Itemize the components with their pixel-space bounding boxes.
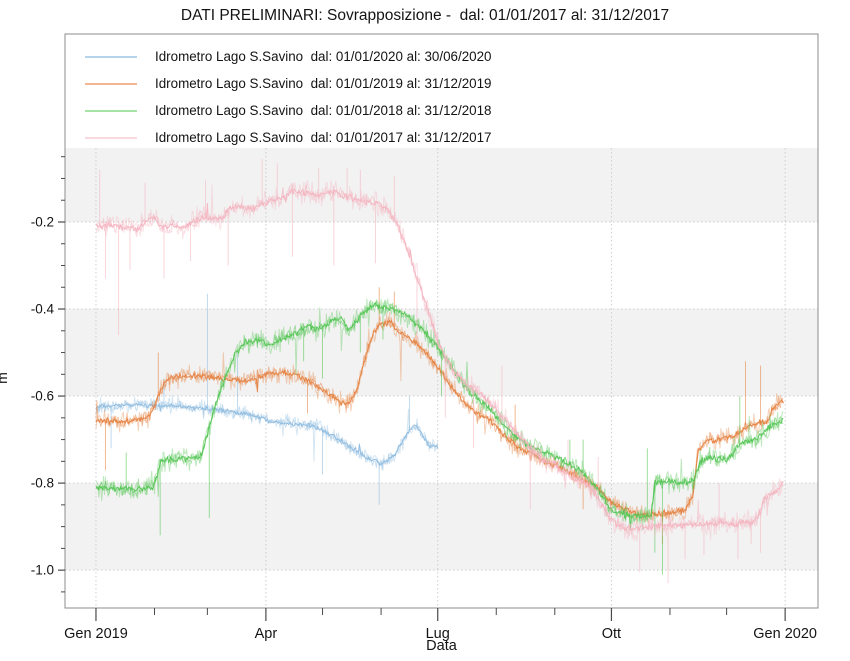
series-line [95,311,784,525]
series-line [95,179,784,542]
y-tick-label: -0.2 [31,214,54,229]
plot-band [65,148,818,222]
x-tick-label: Ott [602,626,621,642]
y-axis-title: m [0,372,10,384]
chart-title: DATI PRELIMINARI: Sovrapposizione - dal:… [180,7,670,24]
x-tick-label: Apr [255,626,278,642]
legend-label: Idrometro Lago S.Savino dal: 01/01/2020 … [155,49,492,64]
series-line [95,395,439,471]
legend-item: Idrometro Lago S.Savino dal: 01/01/2018 … [85,102,492,120]
legend-label: Idrometro Lago S.Savino dal: 01/01/2018 … [155,103,492,118]
x-tick-label: Gen 2020 [753,626,817,642]
y-tick-label: -1.0 [31,563,54,578]
legend-item: Idrometro Lago S.Savino dal: 01/01/2019 … [85,75,492,93]
series-group [95,158,784,584]
series-line [95,183,784,537]
legend-label: Idrometro Lago S.Savino dal: 01/01/2017 … [155,130,492,145]
x-axis-title: Data [426,638,457,654]
y-tick-label: -0.4 [31,302,55,317]
chart-frame [64,33,819,609]
legend-item: Idrometro Lago S.Savino dal: 01/01/2020 … [85,48,492,66]
legend-label: Idrometro Lago S.Savino dal: 01/01/2019 … [155,76,492,91]
plot-band [65,396,818,484]
y-tick-label: -0.8 [31,476,54,491]
plot-band [65,570,818,608]
series-line [95,317,784,522]
y-tick-label: -0.6 [31,389,54,404]
x-tick-label: Gen 2019 [64,626,128,642]
legend-item: Idrometro Lago S.Savino dal: 01/01/2017 … [85,129,492,147]
plot-band [65,221,818,310]
series-line [95,298,784,531]
series-line-swatch [85,83,137,85]
series-line [95,299,784,523]
series-line-swatch [85,110,137,112]
series-line-swatch [85,137,137,139]
series-line-swatch [85,56,137,58]
x-tick-label: Lug [426,626,450,642]
